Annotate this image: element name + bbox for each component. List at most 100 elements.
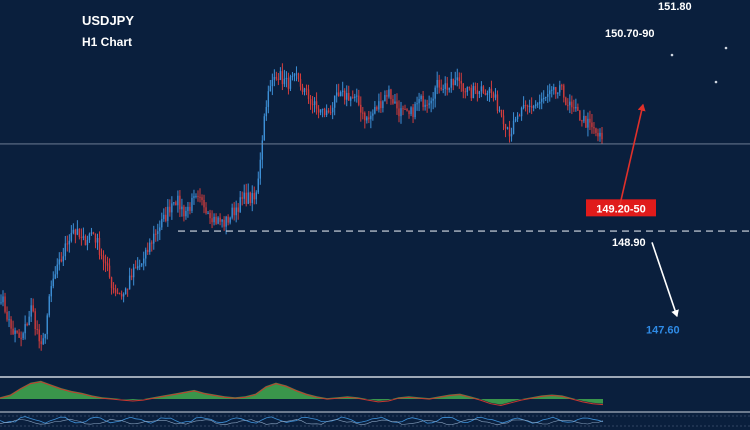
candle-body	[98, 237, 101, 255]
candle-body	[132, 267, 135, 278]
candle-body	[253, 193, 255, 200]
candle-body	[157, 231, 159, 234]
candle-body	[118, 293, 121, 295]
level-label-149-20-50: 149.20-50	[596, 203, 646, 215]
candle-body	[549, 90, 551, 95]
candle-body	[577, 106, 579, 111]
candle-body	[408, 110, 410, 115]
candle-body	[78, 228, 81, 238]
candle-body	[285, 77, 288, 79]
candle-body	[474, 86, 477, 91]
candle-body	[414, 104, 416, 118]
marker-dot	[714, 80, 718, 84]
candle-body	[251, 193, 253, 203]
candle-body	[0, 302, 2, 304]
candle-body	[104, 261, 107, 264]
candle-body	[599, 132, 601, 137]
candle-body	[430, 100, 432, 104]
candle-body	[94, 234, 97, 243]
candle-body	[303, 88, 306, 93]
candle-body	[555, 87, 557, 94]
candle-body	[370, 115, 372, 120]
candle-body	[342, 90, 344, 93]
oscillator-signal-line	[0, 381, 604, 407]
candle-body	[384, 95, 386, 102]
candle-body	[187, 206, 189, 211]
candle-body	[317, 108, 320, 113]
candle-body	[512, 120, 515, 134]
candle-body	[173, 202, 175, 204]
candle-body	[36, 329, 38, 331]
candle-body	[267, 91, 270, 107]
candle-body	[209, 212, 211, 219]
candle-body	[496, 94, 499, 111]
candle-body	[147, 249, 149, 253]
candle-body	[406, 109, 408, 111]
candle-body	[520, 107, 523, 117]
candle-body	[213, 216, 215, 223]
candle-body	[325, 110, 328, 116]
candle-body	[76, 228, 79, 235]
candle-body	[504, 124, 507, 129]
candle-body	[301, 86, 304, 93]
candle-body	[159, 227, 161, 232]
candle-body	[540, 98, 543, 102]
candle-body	[551, 89, 553, 91]
candle-body	[163, 214, 165, 219]
candle-body	[64, 243, 67, 257]
candle-body	[432, 98, 434, 101]
candle-body	[289, 76, 292, 89]
candle-body	[124, 288, 127, 295]
candle-body	[297, 73, 300, 80]
candle-body	[470, 87, 473, 99]
candle-body	[472, 86, 475, 99]
candle-body	[543, 97, 545, 99]
candle-body	[84, 236, 87, 246]
candle-body	[364, 112, 366, 121]
candle-body	[583, 115, 585, 122]
candle-body	[380, 101, 382, 109]
candle-body	[567, 105, 569, 107]
candle-body	[388, 89, 390, 97]
candle-body	[502, 115, 505, 125]
candle-body	[346, 92, 348, 100]
candle-body	[171, 203, 173, 213]
candle-body	[587, 118, 589, 128]
candle-body	[422, 95, 424, 107]
candle-body	[219, 217, 221, 222]
candle-body	[138, 265, 141, 267]
candle-body	[581, 120, 583, 122]
candle-body	[335, 92, 338, 96]
candle-body	[14, 330, 16, 334]
candle-body	[122, 294, 125, 297]
candle-body	[436, 79, 438, 88]
candle-body	[484, 92, 487, 95]
candle-body	[247, 192, 249, 204]
candle-body	[44, 334, 46, 339]
candle-body	[416, 103, 418, 105]
candle-body	[426, 104, 428, 106]
candle-body	[589, 118, 591, 123]
candle-body	[428, 103, 430, 105]
candle-body	[106, 263, 109, 266]
candle-body	[88, 233, 91, 241]
candle-body	[575, 106, 577, 109]
level-label-148-90: 148.90	[612, 237, 646, 249]
rsi-signal-line	[0, 418, 604, 426]
candle-body	[72, 229, 75, 233]
candle-body	[350, 97, 352, 101]
candle-body	[207, 212, 209, 214]
candle-body	[261, 140, 264, 160]
candle-body	[386, 95, 388, 97]
candle-body	[227, 216, 229, 223]
candle-body	[243, 192, 245, 199]
candle-body	[565, 97, 567, 106]
candle-body	[223, 219, 225, 227]
candle-body	[58, 259, 60, 265]
candle-body	[464, 91, 467, 93]
candle-body	[225, 216, 227, 227]
candle-body	[177, 195, 179, 206]
candle-body	[418, 99, 420, 104]
candle-body	[299, 79, 302, 87]
